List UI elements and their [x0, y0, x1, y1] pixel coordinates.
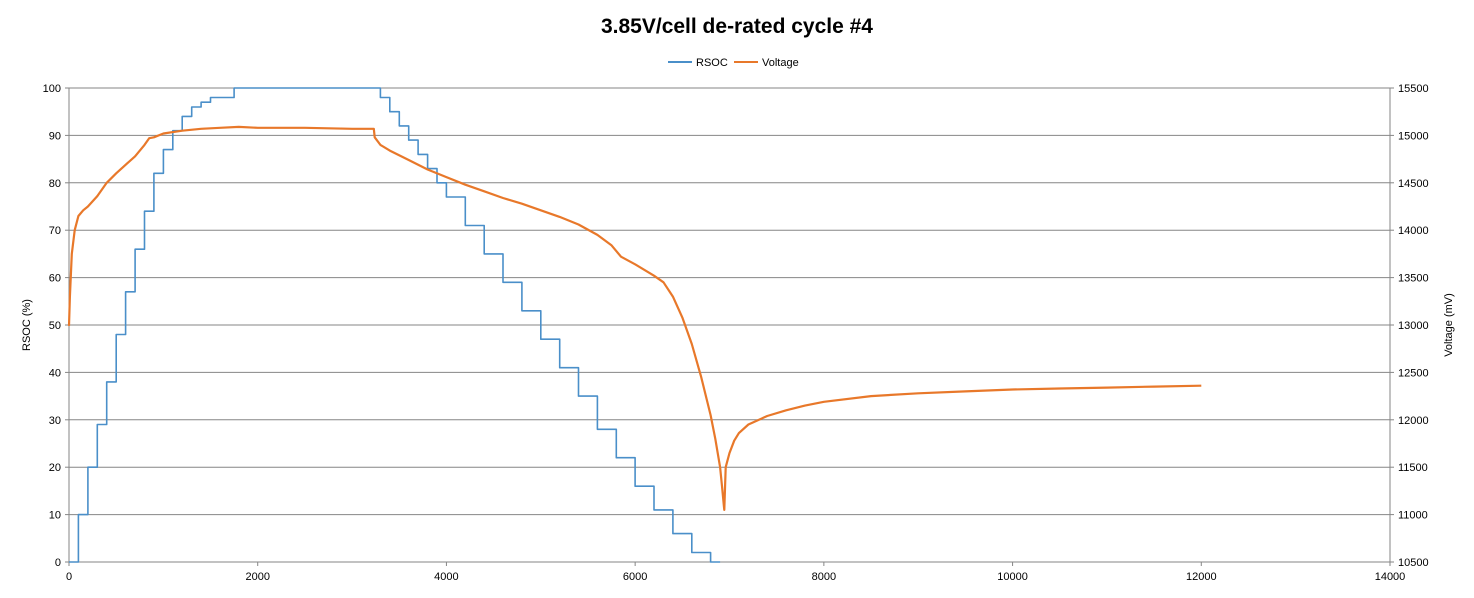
- y2-tick-label: 11500: [1398, 462, 1428, 474]
- y2-axis-title: Voltage (mV): [1443, 293, 1455, 357]
- y2-tick-label: 12500: [1398, 367, 1429, 379]
- x-tick-label: 10000: [997, 571, 1028, 583]
- y-tick-label: 100: [43, 83, 61, 95]
- gridlines: [69, 87, 1390, 516]
- x-tick-label: 12000: [1186, 571, 1217, 583]
- series-layer: [67, 87, 1202, 563]
- y2-tick-label: 13500: [1398, 273, 1429, 285]
- y2-tick-label: 10500: [1398, 557, 1429, 569]
- legend-label-rsoc: RSOC: [696, 57, 728, 69]
- y-axis-right: 10500 11000 11500 12000 12500 13000 13500 14000…: [1390, 83, 1429, 569]
- y2-tick-label: 15000: [1398, 130, 1429, 142]
- y-axis-title: RSOC (%): [21, 299, 33, 351]
- series-line-rsoc: [69, 87, 721, 563]
- y2-tick-label: 13000: [1398, 320, 1429, 332]
- y2-tick-label: 11000: [1398, 510, 1428, 522]
- y-tick-label: 60: [49, 273, 61, 285]
- chart-title: 3.85V/cell de-rated cycle #4: [601, 15, 873, 38]
- y2-tick-label: 15500: [1398, 83, 1429, 95]
- y-tick-label: 70: [49, 225, 61, 237]
- y2-tick-label: 14000: [1398, 225, 1429, 237]
- x-axis: 0 2000 4000 6000 8000 10000 12000 14000: [66, 562, 1405, 583]
- x-tick-label: 14000: [1375, 571, 1406, 583]
- y-tick-label: 10: [49, 510, 61, 522]
- x-tick-label: 0: [66, 571, 72, 583]
- x-tick-label: 4000: [434, 571, 458, 583]
- y-tick-label: 80: [49, 178, 61, 190]
- y-tick-label: 20: [49, 462, 61, 474]
- legend-label-voltage: Voltage: [762, 57, 799, 69]
- x-tick-label: 2000: [245, 571, 269, 583]
- y2-tick-label: 12000: [1398, 415, 1429, 427]
- y-tick-label: 50: [49, 320, 61, 332]
- y2-tick-label: 14500: [1398, 178, 1429, 190]
- x-tick-label: 8000: [812, 571, 836, 583]
- y-tick-label: 90: [49, 130, 61, 142]
- series-line-voltage: [67, 125, 1202, 511]
- legend: RSOC Voltage: [668, 57, 799, 69]
- y-axis-left: 0 10 20 30 40 50 60 70 80 90 100: [43, 83, 69, 569]
- y-tick-label: 0: [55, 557, 61, 569]
- x-tick-label: 6000: [623, 571, 647, 583]
- y-tick-label: 30: [49, 415, 61, 427]
- y-tick-label: 40: [49, 367, 61, 379]
